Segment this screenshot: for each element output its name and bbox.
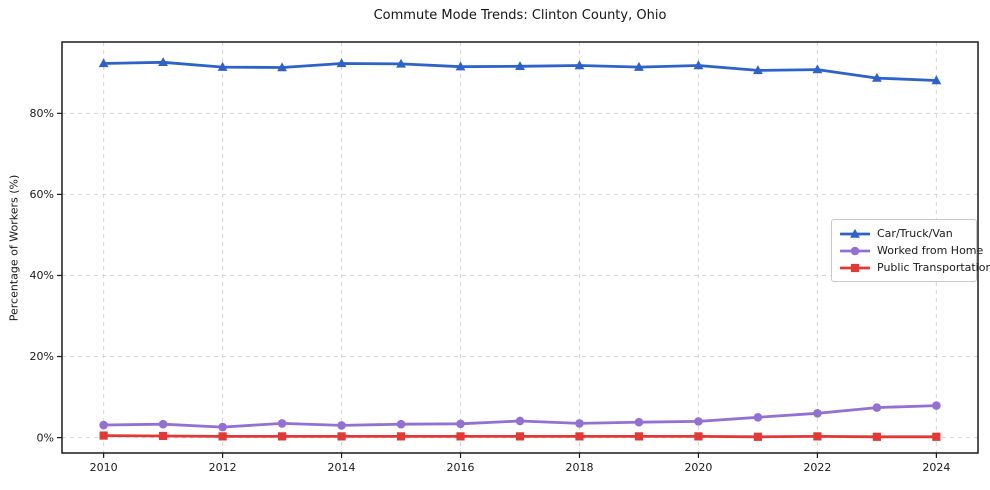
chart-title: Commute Mode Trends: Clinton County, Ohi… xyxy=(373,8,667,23)
circle-marker-icon xyxy=(575,419,584,428)
square-marker-icon xyxy=(396,432,406,441)
triangle-marker-icon xyxy=(850,228,860,238)
square-marker-icon xyxy=(813,432,822,441)
circle-marker-icon xyxy=(158,419,168,429)
circle-marker-icon xyxy=(456,419,465,429)
triangle-marker-icon xyxy=(98,58,109,68)
y-tick-label: 80% xyxy=(30,107,54,120)
legend-item-label: Car/Truck/Van xyxy=(877,227,953,240)
x-tick-label: 2014 xyxy=(328,461,356,474)
y-tick-label: 60% xyxy=(30,188,54,201)
triangle-marker-icon xyxy=(158,57,169,66)
circle-marker-icon xyxy=(99,420,108,430)
circle-marker-icon xyxy=(932,401,941,410)
square-marker-icon xyxy=(159,431,168,441)
triangle-marker-icon xyxy=(931,75,942,85)
x-tick-label: 2024 xyxy=(922,461,950,474)
circle-marker-icon xyxy=(872,403,882,412)
circle-marker-icon xyxy=(337,421,346,430)
triangle-marker-icon xyxy=(634,61,644,71)
circle-marker-icon xyxy=(694,417,703,426)
plot-border xyxy=(61,41,979,454)
square-marker-icon xyxy=(932,432,941,441)
legend: Car/Truck/Van Worked from Home Public Tran… xyxy=(831,219,990,282)
circle-marker-icon xyxy=(277,419,287,428)
triangle-marker-icon xyxy=(812,64,823,74)
square-marker-icon xyxy=(218,432,227,441)
square-marker-icon xyxy=(694,432,703,441)
legend-item: Worked from Home xyxy=(840,245,983,257)
triangle-marker-icon xyxy=(515,61,525,71)
triangle-marker-icon xyxy=(871,72,882,82)
circle-marker-icon xyxy=(218,422,227,432)
square-marker-icon xyxy=(99,431,108,440)
legend-item: Public Transportation xyxy=(840,262,990,274)
triangle-marker-icon xyxy=(693,60,704,70)
circle-marker-icon xyxy=(753,413,763,422)
legend-swatch-square-icon xyxy=(840,263,870,272)
square-marker-icon xyxy=(515,432,525,441)
y-tick-label: 0% xyxy=(37,431,54,444)
x-tick-label: 2018 xyxy=(565,461,593,474)
legend-swatch-triangle-icon xyxy=(840,228,870,238)
circle-marker-icon xyxy=(813,408,822,418)
legend-item-label: Public Transportation xyxy=(877,261,990,274)
y-tick-label: 40% xyxy=(30,269,54,282)
triangle-marker-icon xyxy=(396,58,406,68)
x-tick-label: 2012 xyxy=(209,461,237,474)
circle-marker-icon xyxy=(396,419,406,429)
circle-marker-icon xyxy=(850,246,860,255)
legend-item: Car/Truck/Van xyxy=(840,228,968,240)
square-marker-icon xyxy=(872,432,881,441)
x-tick-label: 2020 xyxy=(684,461,712,474)
y-tick-label: 20% xyxy=(30,350,54,363)
triangle-marker-icon xyxy=(574,60,585,70)
triangle-marker-icon xyxy=(336,58,347,68)
square-marker-icon xyxy=(753,432,763,441)
square-marker-icon xyxy=(456,432,465,441)
square-marker-icon xyxy=(850,263,860,272)
triangle-marker-icon xyxy=(753,65,763,75)
triangle-marker-icon xyxy=(277,62,287,72)
legend-swatch-circle-icon xyxy=(840,246,870,255)
x-tick-label: 2016 xyxy=(447,461,475,474)
square-marker-icon xyxy=(277,432,287,441)
x-tick-label: 2010 xyxy=(90,461,118,474)
triangle-marker-icon xyxy=(455,61,466,71)
legend-item-label: Worked from Home xyxy=(877,244,984,257)
square-marker-icon xyxy=(634,432,644,441)
x-tick-label: 2022 xyxy=(803,461,831,474)
square-marker-icon xyxy=(575,432,584,441)
circle-marker-icon xyxy=(634,417,644,427)
circle-marker-icon xyxy=(515,416,525,426)
triangle-marker-icon xyxy=(217,61,228,71)
square-marker-icon xyxy=(337,432,346,441)
